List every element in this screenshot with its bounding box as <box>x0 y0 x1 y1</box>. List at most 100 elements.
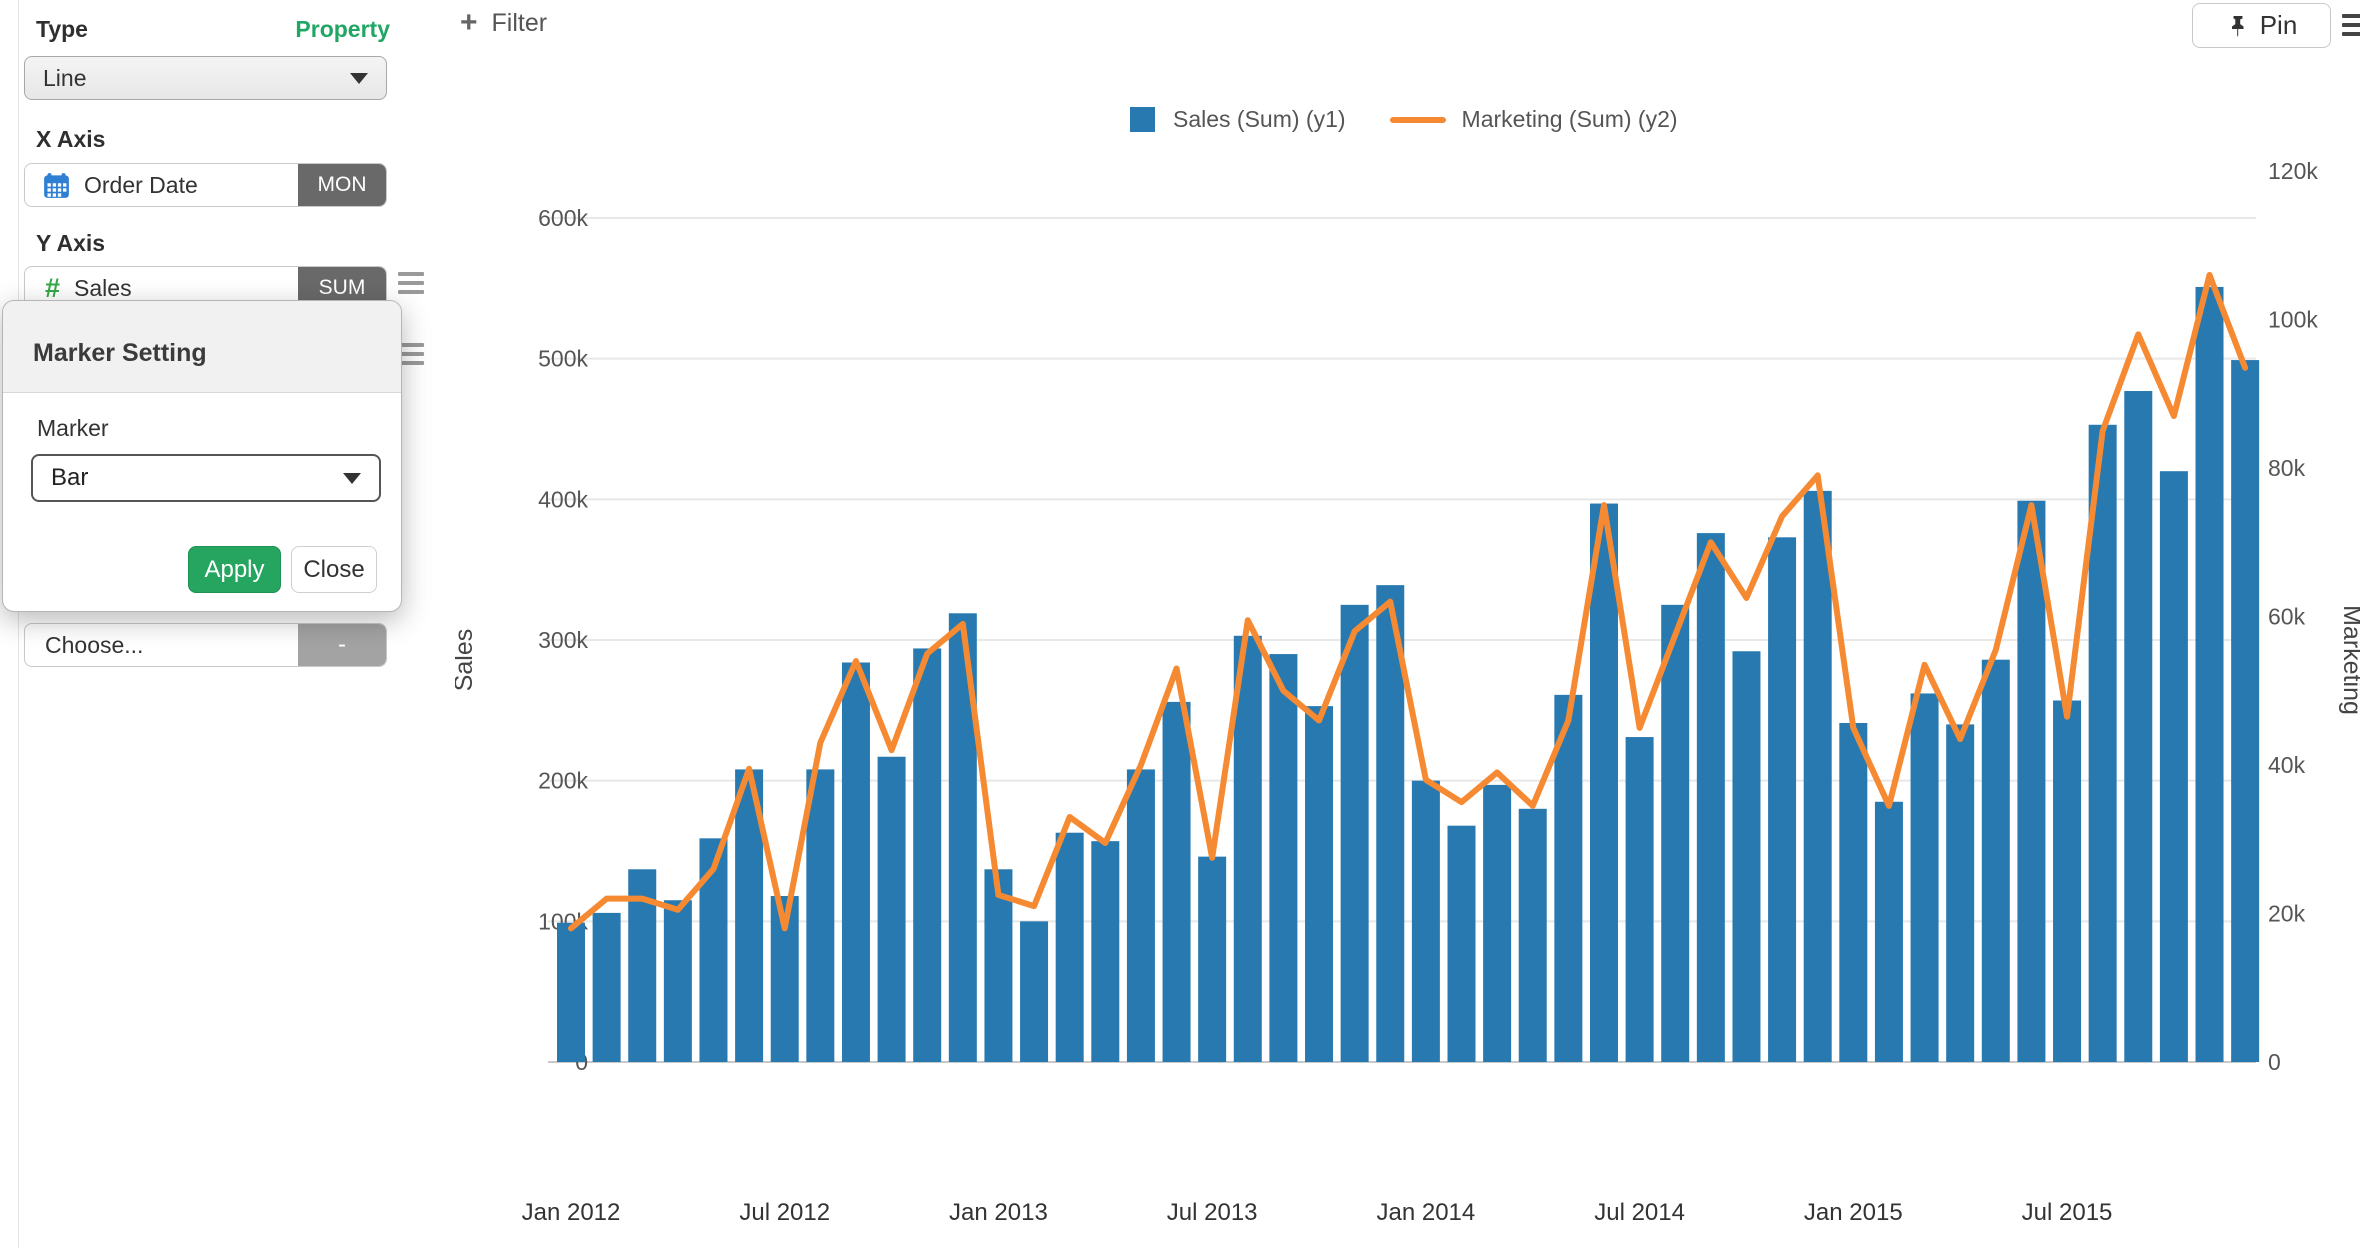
bar-Nov 2015[interactable] <box>2195 286 2224 1063</box>
bar-Nov 2012[interactable] <box>913 648 942 1062</box>
number-icon: # <box>45 272 61 303</box>
apply-button[interactable]: Apply <box>188 546 281 593</box>
bar-Nov 2013[interactable] <box>1340 604 1369 1062</box>
y1-tick-label: 500k <box>538 346 588 372</box>
bar-Oct 2015[interactable] <box>2159 471 2188 1062</box>
bar-Feb 2012[interactable] <box>592 912 621 1062</box>
marker-label: Marker <box>37 415 109 441</box>
bar-Feb 2014[interactable] <box>1447 825 1476 1062</box>
bar-Apr 2013[interactable] <box>1091 841 1120 1062</box>
y2-tick-label: 100k <box>2268 307 2318 333</box>
x-axis-label: X Axis <box>36 126 106 152</box>
marketing-line[interactable] <box>568 271 2249 932</box>
y2-tick-label: 0 <box>2268 1049 2281 1075</box>
sales-legend-swatch <box>1130 107 1155 132</box>
sales-legend-label: Sales (Sum) (y1) <box>1173 106 1346 132</box>
y2-field-menu-icon[interactable] <box>398 343 424 365</box>
chart-type-select[interactable]: Line <box>24 56 387 100</box>
x-tick-label: Jan 2012 <box>522 1199 621 1226</box>
marker-select-value: Bar <box>51 464 89 491</box>
bar-Sep 2014[interactable] <box>1696 533 1725 1062</box>
chart-type-value: Line <box>43 64 87 91</box>
x-axis-field[interactable]: Order Date MON <box>24 163 387 207</box>
bar-Dec 2014[interactable] <box>1803 490 1832 1063</box>
y2-axis-title: Marketing <box>2338 605 2360 715</box>
bar-Aug 2012[interactable] <box>806 769 835 1062</box>
y1-tick-label: 200k <box>538 768 588 794</box>
add-filter-button[interactable]: + Filter <box>460 8 547 38</box>
y2-tick-label: 60k <box>2268 604 2306 630</box>
bar-Jul 2013[interactable] <box>1198 856 1227 1062</box>
bar-Apr 2014[interactable] <box>1518 808 1547 1062</box>
bar-May 2014[interactable] <box>1554 694 1583 1062</box>
pin-button[interactable]: Pin <box>2192 3 2331 48</box>
bar-Oct 2012[interactable] <box>877 756 906 1062</box>
bar-Jan 2015[interactable] <box>1839 722 1868 1062</box>
bar-Jan 2014[interactable] <box>1411 780 1440 1062</box>
bar-Jan 2012[interactable] <box>557 922 585 1062</box>
popup-title: Marker Setting <box>3 301 401 393</box>
bar-Mar 2014[interactable] <box>1483 784 1512 1062</box>
x-tick-label: Jan 2014 <box>1376 1199 1475 1226</box>
close-button[interactable]: Close <box>291 546 377 593</box>
chevron-down-icon <box>350 72 368 84</box>
x-field-granularity-badge[interactable]: MON <box>298 164 386 206</box>
chevron-down-icon <box>343 472 361 484</box>
bar-Jan 2013[interactable] <box>984 869 1013 1062</box>
choose-field-placeholder: Choose... <box>45 631 144 658</box>
combo-chart[interactable]: 0100k200k300k400k500k600k020k40k60k80k10… <box>455 0 2360 1248</box>
bar-Aug 2015[interactable] <box>2088 424 2117 1062</box>
y2-tick-label: 120k <box>2268 158 2318 184</box>
bar-Oct 2014[interactable] <box>1732 651 1761 1062</box>
bar-Feb 2015[interactable] <box>1874 801 1903 1062</box>
bar-Dec 2013[interactable] <box>1376 585 1405 1062</box>
marketing-legend-swatch <box>1389 116 1446 123</box>
pin-label: Pin <box>2259 10 2298 40</box>
bar-Dec 2015[interactable] <box>2231 360 2260 1062</box>
bar-Apr 2012[interactable] <box>663 900 692 1062</box>
bar-Mar 2013[interactable] <box>1055 832 1084 1062</box>
bar-May 2013[interactable] <box>1126 769 1155 1062</box>
bar-Jul 2015[interactable] <box>2053 700 2082 1062</box>
marker-select[interactable]: Bar <box>31 454 381 502</box>
bar-Mar 2015[interactable] <box>1910 693 1939 1062</box>
bar-Apr 2015[interactable] <box>1946 724 1975 1062</box>
x-tick-label: Jan 2015 <box>1804 1199 1903 1226</box>
bar-Nov 2014[interactable] <box>1768 537 1797 1062</box>
sidebar-divider <box>18 0 19 1248</box>
y-field-menu-icon[interactable] <box>398 272 424 294</box>
bar-Oct 2013[interactable] <box>1305 706 1334 1062</box>
bar-Aug 2014[interactable] <box>1661 604 1690 1062</box>
bar-Jul 2014[interactable] <box>1625 737 1654 1062</box>
bar-Jun 2014[interactable] <box>1589 503 1618 1062</box>
bar-May 2015[interactable] <box>1981 659 2010 1062</box>
x-tick-label: Jul 2012 <box>739 1199 830 1226</box>
x-tick-label: Jul 2014 <box>1594 1199 1685 1226</box>
y-field-name: Sales <box>74 274 132 301</box>
bar-Sep 2013[interactable] <box>1269 654 1298 1062</box>
y-axis-label: Y Axis <box>36 230 106 256</box>
x-tick-label: Jul 2013 <box>1167 1199 1258 1226</box>
y2-tick-label: 80k <box>2268 455 2306 481</box>
bar-Feb 2013[interactable] <box>1020 921 1049 1062</box>
y2-tick-label: 20k <box>2268 901 2306 927</box>
marketing-legend-label: Marketing (Sum) (y2) <box>1461 106 1678 132</box>
property-link[interactable]: Property <box>295 16 390 42</box>
bar-Aug 2013[interactable] <box>1233 635 1262 1062</box>
y1-tick-label: 600k <box>538 205 588 231</box>
y1-tick-label: 400k <box>538 486 588 512</box>
bar-Jun 2015[interactable] <box>2017 500 2046 1062</box>
bar-Sep 2012[interactable] <box>841 662 870 1062</box>
bar-Jun 2013[interactable] <box>1162 701 1191 1062</box>
bar-Sep 2015[interactable] <box>2124 391 2153 1062</box>
choose-field-badge[interactable]: - <box>298 624 386 666</box>
y1-axis-title: Sales <box>455 629 478 692</box>
chart-menu-icon[interactable] <box>2342 14 2360 36</box>
filter-label: Filter <box>491 8 548 37</box>
x-tick-label: Jan 2013 <box>949 1199 1048 1226</box>
type-label: Type <box>36 16 88 42</box>
x-field-name: Order Date <box>84 171 198 198</box>
choose-field[interactable]: Choose... - <box>24 623 387 667</box>
chart-legend[interactable]: Sales (Sum) (y1) Marketing (Sum) (y2) <box>1130 106 1678 133</box>
marker-setting-popup: Marker Setting Marker Bar Apply Close <box>2 300 402 612</box>
